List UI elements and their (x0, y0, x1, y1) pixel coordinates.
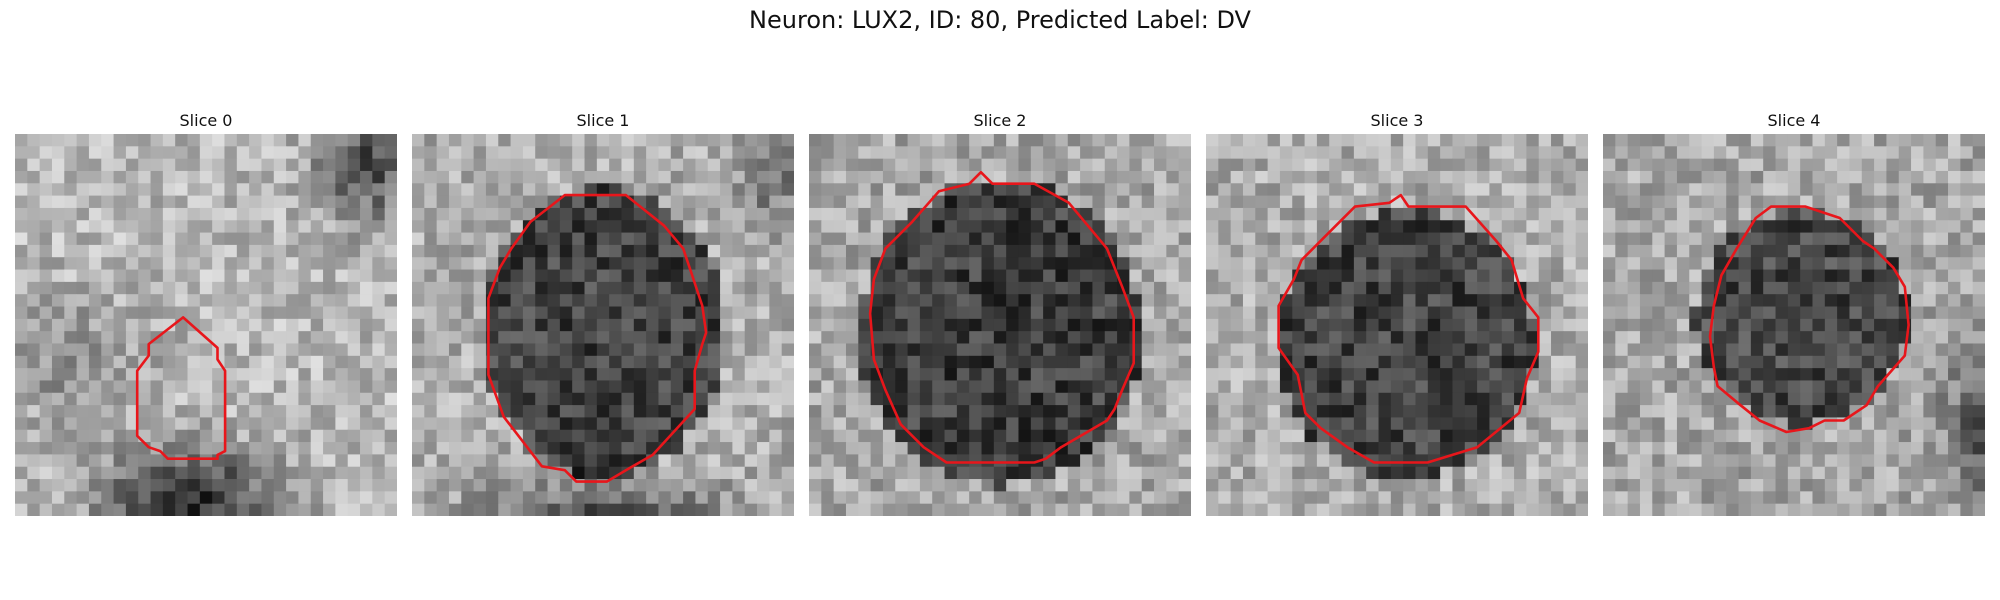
segmentation-contour (135, 316, 227, 461)
slice-image-0 (15, 134, 397, 516)
slice-panel-4: Slice 4 (1603, 108, 1985, 516)
slice-panel-3: Slice 3 (1206, 108, 1588, 516)
segmentation-contour (1277, 193, 1540, 464)
figure-title: Neuron: LUX2, ID: 80, Predicted Label: D… (749, 6, 1251, 34)
slice-panel-2: Slice 2 (809, 108, 1191, 516)
slice-image-3 (1206, 134, 1588, 516)
slice-title-2: Slice 2 (973, 111, 1027, 130)
slice-title-3: Slice 3 (1370, 111, 1424, 130)
slice-image-2 (809, 134, 1191, 516)
slice-panel-0: Slice 0 (15, 108, 397, 516)
segmentation-contour (1708, 205, 1910, 434)
segmentation-contour (868, 170, 1136, 464)
segmentation-contour (487, 193, 708, 483)
slice-image-1 (412, 134, 794, 516)
slice-title-0: Slice 0 (179, 111, 233, 130)
slice-title-1: Slice 1 (576, 111, 630, 130)
slice-image-4 (1603, 134, 1985, 516)
slice-panel-1: Slice 1 (412, 108, 794, 516)
slice-title-4: Slice 4 (1767, 111, 1821, 130)
